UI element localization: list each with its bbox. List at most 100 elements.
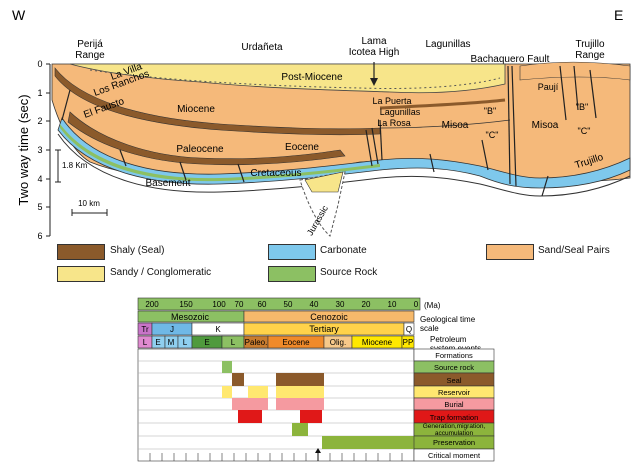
misoa-horizon	[379, 119, 511, 129]
event-label-generation-line2: accumulation	[435, 430, 474, 437]
vertical-scale-label: 1.8 Km	[62, 161, 88, 170]
event-label-critical-moment: Critical moment	[428, 451, 481, 460]
epoch-label: E	[204, 338, 209, 347]
unit-pauji: Paují	[538, 82, 559, 92]
event-label-burial: Burial	[444, 400, 464, 409]
reservoir-bar-1	[222, 386, 232, 398]
age-tick-20: 20	[362, 300, 371, 309]
unit-paleocene: Paleocene	[176, 144, 224, 155]
y-tick-label: 2	[37, 116, 42, 126]
age-scale-bar	[137, 297, 421, 311]
event-label-reservoir: Reservoir	[438, 388, 471, 397]
unit-b-right: "B"	[576, 102, 588, 112]
cretaceous-band	[57, 117, 631, 189]
event-label-trap-formation: Trap formation	[430, 413, 479, 422]
locality-lagunillas: Lagunillas	[425, 39, 470, 50]
petroleum-events-label-line1: Petroleum	[430, 335, 467, 344]
y-tick-label: 0	[37, 59, 42, 69]
trap-bar-1	[238, 410, 262, 423]
period-j-label: J	[170, 325, 174, 334]
locality-perija-line2: Range	[75, 50, 105, 61]
seal-bar-1	[232, 373, 244, 386]
y-tick-label: 6	[37, 231, 42, 241]
age-tick-30: 30	[336, 300, 345, 309]
locality-urdaneta: Urdañeta	[241, 42, 283, 53]
locality-bachaquero-fault: Bachaquero Fault	[471, 54, 550, 65]
locality-trujillo-line1: Trujillo	[575, 39, 605, 50]
burial-bar-2	[276, 398, 324, 410]
period-tr-label: Tr	[141, 325, 149, 334]
age-tick-40: 40	[310, 300, 319, 309]
faults	[61, 65, 597, 197]
y-axis: 0 1 2 3 4 5 6 Two way time (sec)	[16, 59, 51, 241]
geo-time-scale-label-line2: scale	[420, 324, 439, 333]
period-q-label: Q	[406, 325, 412, 334]
age-tick-150: 150	[179, 300, 193, 309]
event-labels: Formations Source rock Seal Reservoir Bu…	[413, 348, 495, 462]
horizontal-scale-label: 10 km	[78, 199, 100, 208]
compass-east: E	[614, 7, 623, 23]
horizontal-scale-bar: 10 km	[71, 199, 108, 216]
petroleum-events-label-line2: system events	[430, 344, 481, 353]
legend-swatch-sand-seal	[486, 244, 534, 260]
basement-line	[57, 133, 631, 197]
event-rows	[137, 348, 415, 462]
epoch-label: M	[168, 338, 175, 347]
unit-basement: Basement	[145, 178, 190, 189]
shaly-seal-band	[54, 67, 381, 136]
unit-c-right: "C"	[578, 126, 591, 136]
legend-label-shaly: Shaly (Seal)	[110, 245, 165, 256]
jurassic-sandy-fill	[304, 171, 344, 193]
y-tick-label: 4	[37, 174, 42, 184]
legend-label-sandy: Sandy / Conglomeratic	[110, 267, 212, 278]
generation-bar	[292, 423, 308, 436]
compass-west: W	[12, 7, 26, 23]
unit-la-rosa: La Rosa	[377, 118, 411, 128]
legend-label-sand-seal: Sand/Seal Pairs	[538, 245, 610, 256]
source-rock-bar	[222, 361, 232, 373]
legend-swatch-shaly	[57, 244, 105, 260]
reservoir-bar-2	[248, 386, 268, 398]
period-tertiary-label: Tertiary	[309, 324, 339, 334]
y-tick-label: 5	[37, 202, 42, 212]
period-k-label: K	[215, 325, 221, 334]
epoch-label: L	[143, 338, 148, 347]
age-tick-200: 200	[145, 300, 159, 309]
period-quaternary	[403, 322, 415, 336]
conglomerate-dots	[89, 69, 501, 90]
preservation-bar	[322, 436, 414, 449]
locality-lama-line2: Icotea High	[349, 47, 400, 58]
era-cenozoic-label: Cenozoic	[310, 312, 348, 322]
unit-miocene: Miocene	[177, 104, 215, 115]
legend: Shaly (Seal) Carbonate Sand/Seal Pairs S…	[0, 244, 640, 284]
unit-b-left: "B"	[484, 106, 496, 116]
event-label-preservation: Preservation	[433, 438, 475, 447]
age-tick-100: 100	[212, 300, 226, 309]
y-axis-label: Two way time (sec)	[16, 94, 31, 205]
legend-label-source-rock: Source Rock	[320, 267, 378, 278]
era-cenozoic	[243, 310, 415, 323]
event-label-formations: Formations	[435, 351, 473, 360]
burial-bar-1	[232, 398, 268, 410]
event-label-seal: Seal	[446, 376, 461, 385]
age-tick-0: 0	[414, 300, 419, 309]
y-tick-label: 3	[37, 145, 42, 155]
paleocene-band	[67, 111, 346, 166]
age-tick-10: 10	[388, 300, 397, 309]
reservoir-bar-3	[276, 386, 324, 398]
legend-swatch-carbonate	[268, 244, 316, 260]
unit-eocene: Eocene	[285, 142, 319, 153]
epoch-cell	[401, 335, 415, 349]
epoch-label: Olig.	[330, 338, 346, 347]
epoch-label: PP	[403, 338, 414, 347]
vertical-scale-bar: 1.8 Km	[55, 149, 88, 183]
epoch-label: Paleo.	[245, 338, 268, 347]
age-unit: (Ma)	[424, 301, 441, 310]
epoch-label: Eocene	[282, 338, 310, 347]
epoch-row: L E M L E L Paleo. Eocene Olig. Miocene …	[137, 335, 415, 349]
age-tick-50: 50	[284, 300, 293, 309]
unit-c-left: "C"	[486, 130, 499, 140]
unit-la-puerta: La Puerta	[372, 96, 411, 106]
unit-post-miocene: Post-Miocene	[281, 72, 343, 83]
